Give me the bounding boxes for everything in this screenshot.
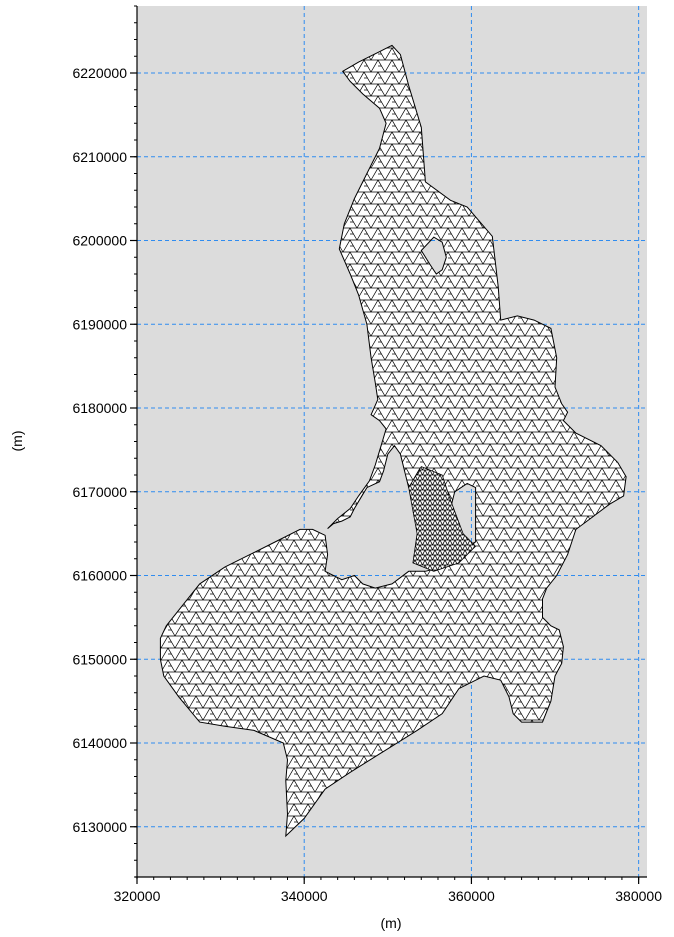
axes: 320000 340000 360000 380000 6130000 6140000 61…: [72, 5, 662, 904]
mesh-domain: [159, 44, 627, 838]
y-tick-label: 6210000: [72, 149, 127, 165]
y-tick-label: 6170000: [72, 484, 127, 500]
x-tick-label: 340000: [281, 888, 328, 904]
mesh-layer: [159, 44, 627, 838]
y-tick-label: 6190000: [72, 316, 127, 332]
y-tick-label: 6200000: [72, 233, 127, 249]
y-tick-label: 6150000: [72, 651, 127, 667]
x-tick-label: 380000: [615, 888, 662, 904]
y-tick-label: 6180000: [72, 400, 127, 416]
y-axis-label: (m): [9, 431, 25, 452]
mesh-refined-region: [408, 466, 477, 572]
x-tick-label: 320000: [114, 888, 161, 904]
y-tick-label: 6130000: [72, 819, 127, 835]
y-tick-label: 6160000: [72, 568, 127, 584]
y-tick-label: 6220000: [72, 65, 127, 81]
y-tick-label: 6140000: [72, 735, 127, 751]
x-axis-label: (m): [381, 915, 402, 931]
x-tick-label: 360000: [448, 888, 495, 904]
